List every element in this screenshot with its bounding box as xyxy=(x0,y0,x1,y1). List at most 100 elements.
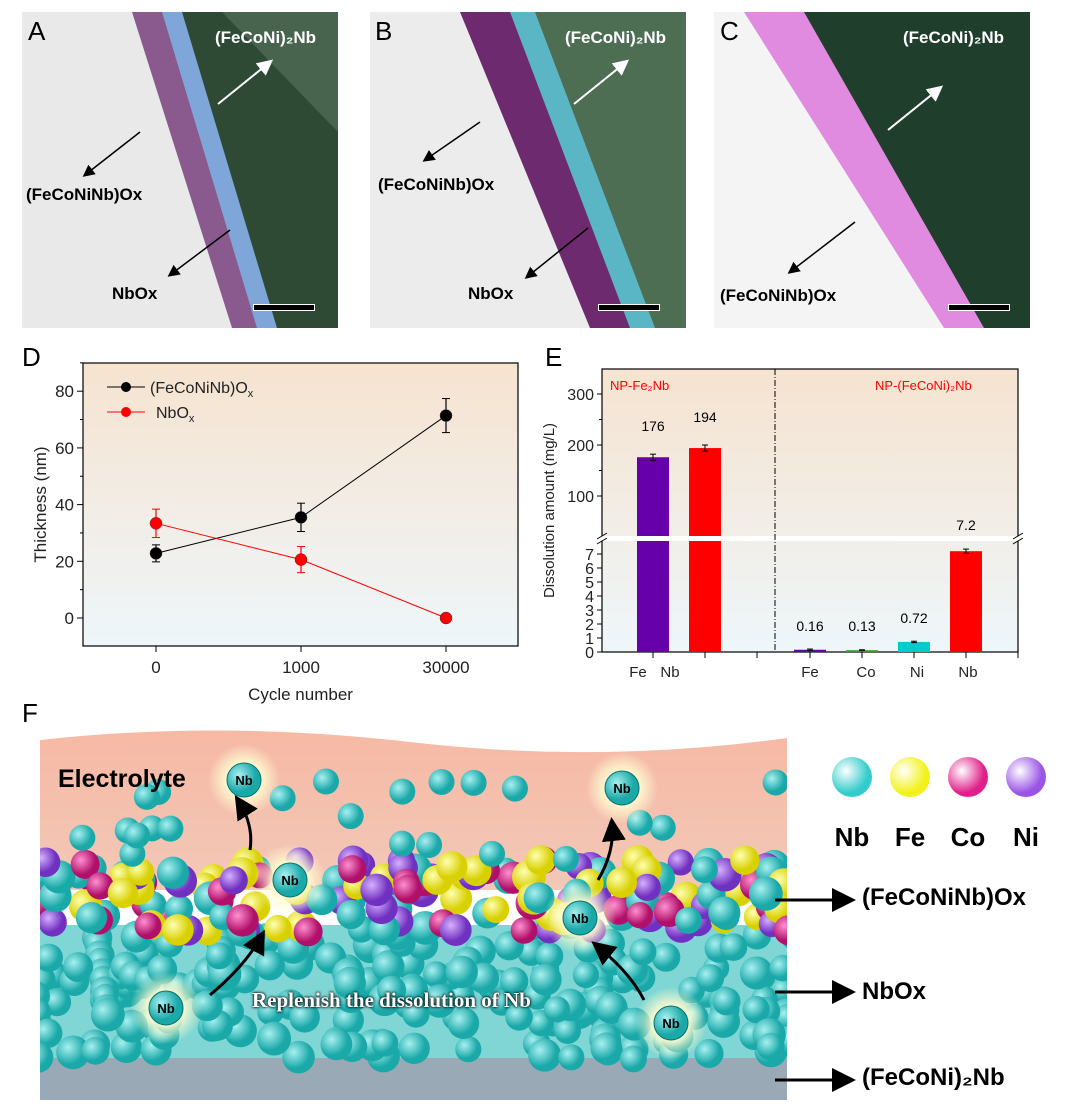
y-tick-label: 40 xyxy=(55,496,74,515)
nb-atom xyxy=(397,975,428,1006)
plot-area xyxy=(601,368,1019,653)
nb-ion xyxy=(272,862,308,898)
x-tick-label: Fe xyxy=(801,664,819,681)
nb-atom xyxy=(696,964,725,993)
y-tick-label: 200 xyxy=(567,438,594,455)
oxide-atom xyxy=(626,902,654,929)
y-tick-label: 4 xyxy=(585,589,594,606)
data-point xyxy=(294,553,308,566)
nb-atom xyxy=(56,1035,90,1070)
schematic-illustration: Nb Nb Nb Nb Nb Nb xyxy=(40,730,787,1100)
nb-atom xyxy=(651,942,681,972)
y-tick-label: 0 xyxy=(65,609,74,628)
data-label: 0.72 xyxy=(900,610,927,626)
nb-atom xyxy=(257,998,284,1026)
nb-atom xyxy=(257,1021,292,1056)
nb-atom xyxy=(254,950,285,981)
tem-image-a xyxy=(22,12,338,328)
data-label: 176 xyxy=(641,418,665,434)
data-label: 194 xyxy=(693,409,717,425)
oxide-atom xyxy=(510,917,538,944)
oxide-atom xyxy=(482,896,510,923)
label-matrix-b: (FeCoNi)₂Nb xyxy=(565,28,667,47)
oxide-atom xyxy=(748,876,783,911)
panel-label-f: F xyxy=(22,698,38,728)
nb-atom xyxy=(712,987,741,1016)
replenish-label: Replenish the dissolution of Nb xyxy=(252,988,531,1012)
x-tick-label: Fe xyxy=(629,664,647,681)
electrolyte-label: Electrolyte xyxy=(58,765,186,793)
x-tick-label: Nb xyxy=(958,664,977,681)
nb-atom xyxy=(756,1032,785,1061)
legend-label: NbOx xyxy=(156,405,195,425)
break-mark xyxy=(596,532,608,540)
bar-upper xyxy=(637,457,669,536)
oxide-atom xyxy=(667,849,694,876)
oxide-atom xyxy=(219,866,248,895)
nb-atom xyxy=(528,1038,562,1072)
nb-atom xyxy=(372,950,405,983)
nb-ion xyxy=(604,770,640,806)
data-label: 0.13 xyxy=(848,618,875,634)
nb-atom xyxy=(535,942,564,970)
nb-atom xyxy=(742,995,770,1024)
oxide-atom xyxy=(162,914,194,946)
nb-atom xyxy=(63,952,94,983)
legend-label-co: Co xyxy=(950,822,986,852)
panel-label-b: B xyxy=(375,16,393,46)
nb-ion-label: Nb xyxy=(571,911,588,926)
dissolved-nb-atom xyxy=(69,824,96,851)
label-matrix-c: (FeCoNi)₂Nb xyxy=(903,28,1005,47)
scale-bar-a xyxy=(253,304,315,311)
legend-label: (FeCoNiNb)Ox xyxy=(150,380,254,400)
panel-label-c: C xyxy=(720,16,739,46)
bar xyxy=(950,551,982,652)
oxide-atom xyxy=(708,896,741,929)
dissolved-nb-atom xyxy=(649,814,676,841)
nb-ion-label: Nb xyxy=(157,1001,174,1016)
break-mark xyxy=(1012,532,1024,540)
oxide-atom xyxy=(440,882,473,915)
tem-arrows xyxy=(82,59,944,279)
nb-ion-label: Nb xyxy=(235,773,252,788)
legend-subscript: x xyxy=(189,413,195,425)
y-tick-label: 2 xyxy=(585,617,594,634)
nb-atom xyxy=(739,956,773,990)
nb-atom xyxy=(402,1000,430,1028)
dissolved-nb-atom xyxy=(762,769,787,796)
y-axis-label: Dissolution amount (mg/L) xyxy=(541,423,558,598)
break-mark xyxy=(1012,537,1024,545)
nb-ion-label: Nb xyxy=(281,873,298,888)
panel-label-e: E xyxy=(545,342,563,372)
x-tick-label: Co xyxy=(856,664,875,681)
nb-atom xyxy=(40,943,63,973)
chart-d-thickness: 0 20 40 60 80 0 1000 30000 Cycle number Thickness… xyxy=(31,362,519,704)
nb-ion xyxy=(148,990,184,1026)
dissolved-nb-atom xyxy=(428,768,455,795)
nb-ion xyxy=(653,1005,689,1041)
dissolved-nb-atom xyxy=(124,822,151,849)
data-point xyxy=(149,547,163,560)
nb-atom xyxy=(543,996,571,1023)
label-matrix-a: (FeCoNi)₂Nb xyxy=(215,28,317,47)
label-oxide-a: (FeCoNiNb)Ox xyxy=(26,185,143,204)
label-nbox-a: NbOx xyxy=(112,284,158,303)
legend-label-ni: Ni xyxy=(1013,822,1039,852)
layer-label-oxide: (FeCoNiNb)Ox xyxy=(862,884,1026,911)
nb-atom xyxy=(595,991,628,1024)
oxide-atom xyxy=(525,845,556,876)
oxide-atom xyxy=(436,851,468,883)
oxide-atom xyxy=(264,914,292,943)
nb-atom xyxy=(629,938,657,966)
y-tick-label: 6 xyxy=(585,561,594,578)
data-point xyxy=(439,409,453,422)
x-tick-label: 30000 xyxy=(422,658,469,677)
nb-atom xyxy=(572,961,600,989)
y-axis-label: Thickness (nm) xyxy=(31,446,50,562)
migration-arrow xyxy=(596,817,626,881)
nb-ion-label: Nb xyxy=(662,1016,679,1031)
dissolved-nb-atom xyxy=(133,783,160,810)
nb-atom xyxy=(694,1038,724,1069)
panel-label-d: D xyxy=(22,342,41,372)
